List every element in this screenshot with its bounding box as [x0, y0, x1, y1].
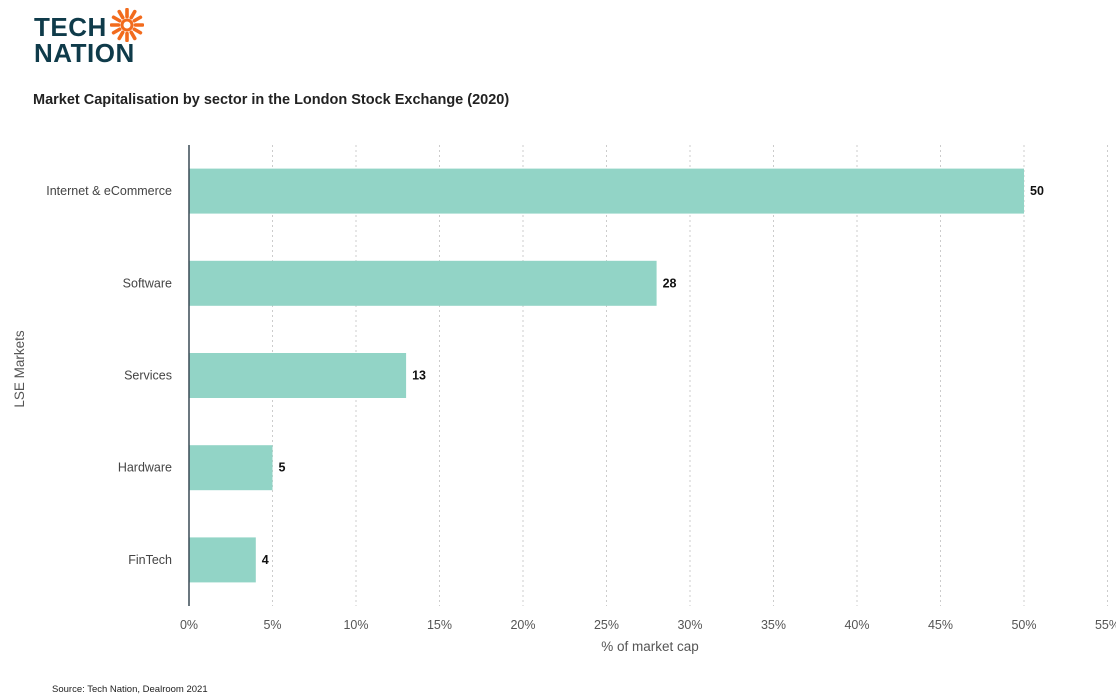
x-tick-label: 45% — [928, 618, 953, 632]
x-tick-label: 35% — [761, 618, 786, 632]
sun-ray — [111, 27, 122, 35]
bar — [189, 445, 273, 491]
logo-text-line1: TECH — [34, 12, 107, 42]
bars — [189, 168, 1024, 583]
category-label: Internet & eCommerce — [46, 184, 172, 198]
x-tick-label: 20% — [510, 618, 535, 632]
value-label: 28 — [663, 276, 677, 290]
sun-ray — [132, 27, 143, 35]
bar — [189, 537, 256, 583]
chart-title: Market Capitalisation by sector in the L… — [33, 92, 510, 108]
sun-icon — [110, 8, 144, 42]
logo-text-line2: NATION — [34, 38, 135, 68]
x-tick-label: 15% — [427, 618, 452, 632]
value-label: 4 — [262, 553, 269, 567]
sun-ray — [129, 9, 137, 20]
value-label: 5 — [279, 461, 286, 475]
category-label: Software — [123, 276, 172, 290]
x-tick-label: 25% — [594, 618, 619, 632]
sun-ray — [117, 9, 125, 20]
x-tick-label: 0% — [180, 618, 198, 632]
category-label: Services — [124, 369, 172, 383]
x-tick-label: 5% — [263, 618, 281, 632]
y-axis-title: LSE Markets — [12, 330, 27, 408]
bar — [189, 260, 657, 306]
category-label: Hardware — [118, 461, 172, 475]
x-tick-label: 40% — [844, 618, 869, 632]
bar — [189, 353, 407, 398]
value-labels: 50 28 13 5 4 — [262, 184, 1044, 567]
source-note: Source: Tech Nation, Dealroom 2021 — [52, 684, 208, 695]
sun-ray — [132, 15, 143, 23]
category-labels: Internet & eCommerce Software Services Hard… — [46, 184, 172, 567]
sun-ray — [111, 15, 122, 23]
sun-ray — [117, 30, 125, 41]
value-label: 13 — [412, 369, 426, 383]
x-tick-label: 55% — [1095, 618, 1116, 632]
tech-nation-logo: TECH NATION — [34, 8, 154, 68]
bar — [189, 168, 1024, 214]
sun-ray — [129, 30, 137, 41]
x-tick-label: 30% — [677, 618, 702, 632]
category-label: FinTech — [128, 553, 172, 567]
x-tick-labels: 0% 5% 10% 15% 20% 25% 30% 35% 40% 45% 50% 55% — [180, 618, 1116, 632]
x-tick-label: 50% — [1011, 618, 1036, 632]
x-tick-label: 10% — [343, 618, 368, 632]
value-label: 50 — [1030, 184, 1044, 198]
x-axis-title: % of market cap — [601, 639, 699, 654]
